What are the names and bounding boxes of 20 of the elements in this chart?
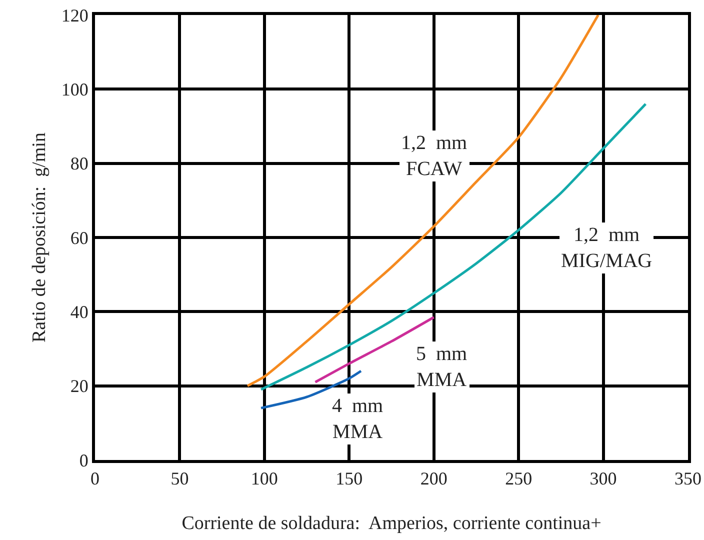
y-tick-label: 120 — [61, 5, 88, 26]
x-tick-label: 50 — [170, 468, 189, 489]
y-tick-label: 40 — [70, 302, 88, 322]
series-label: 1,2 mm FCAW — [401, 132, 468, 180]
y-axis-title: Ratio de deposición: g/min — [29, 132, 50, 343]
x-tick-label: 250 — [505, 468, 532, 489]
series-label: 4 mm MMA — [332, 395, 384, 443]
y-tick-label: 60 — [70, 228, 88, 248]
x-axis-title: Corriente de soldadura: Amperios, corriente continua+ — [182, 513, 602, 534]
x-tick-label: 200 — [420, 468, 448, 489]
x-tick-label: 150 — [336, 468, 363, 489]
x-tick-label: 350 — [674, 468, 702, 489]
y-tick-label: 100 — [61, 79, 88, 100]
y-tick-label: 0 — [79, 450, 88, 470]
x-tick-label: 300 — [590, 468, 617, 489]
y-tick-label: 20 — [70, 376, 88, 396]
series-label: 1,2 mm MIG/MAG — [561, 224, 652, 272]
y-tick-label: 80 — [70, 154, 88, 174]
x-tick-label: 100 — [250, 468, 278, 489]
series-label: 5 mm MMA — [416, 343, 468, 391]
